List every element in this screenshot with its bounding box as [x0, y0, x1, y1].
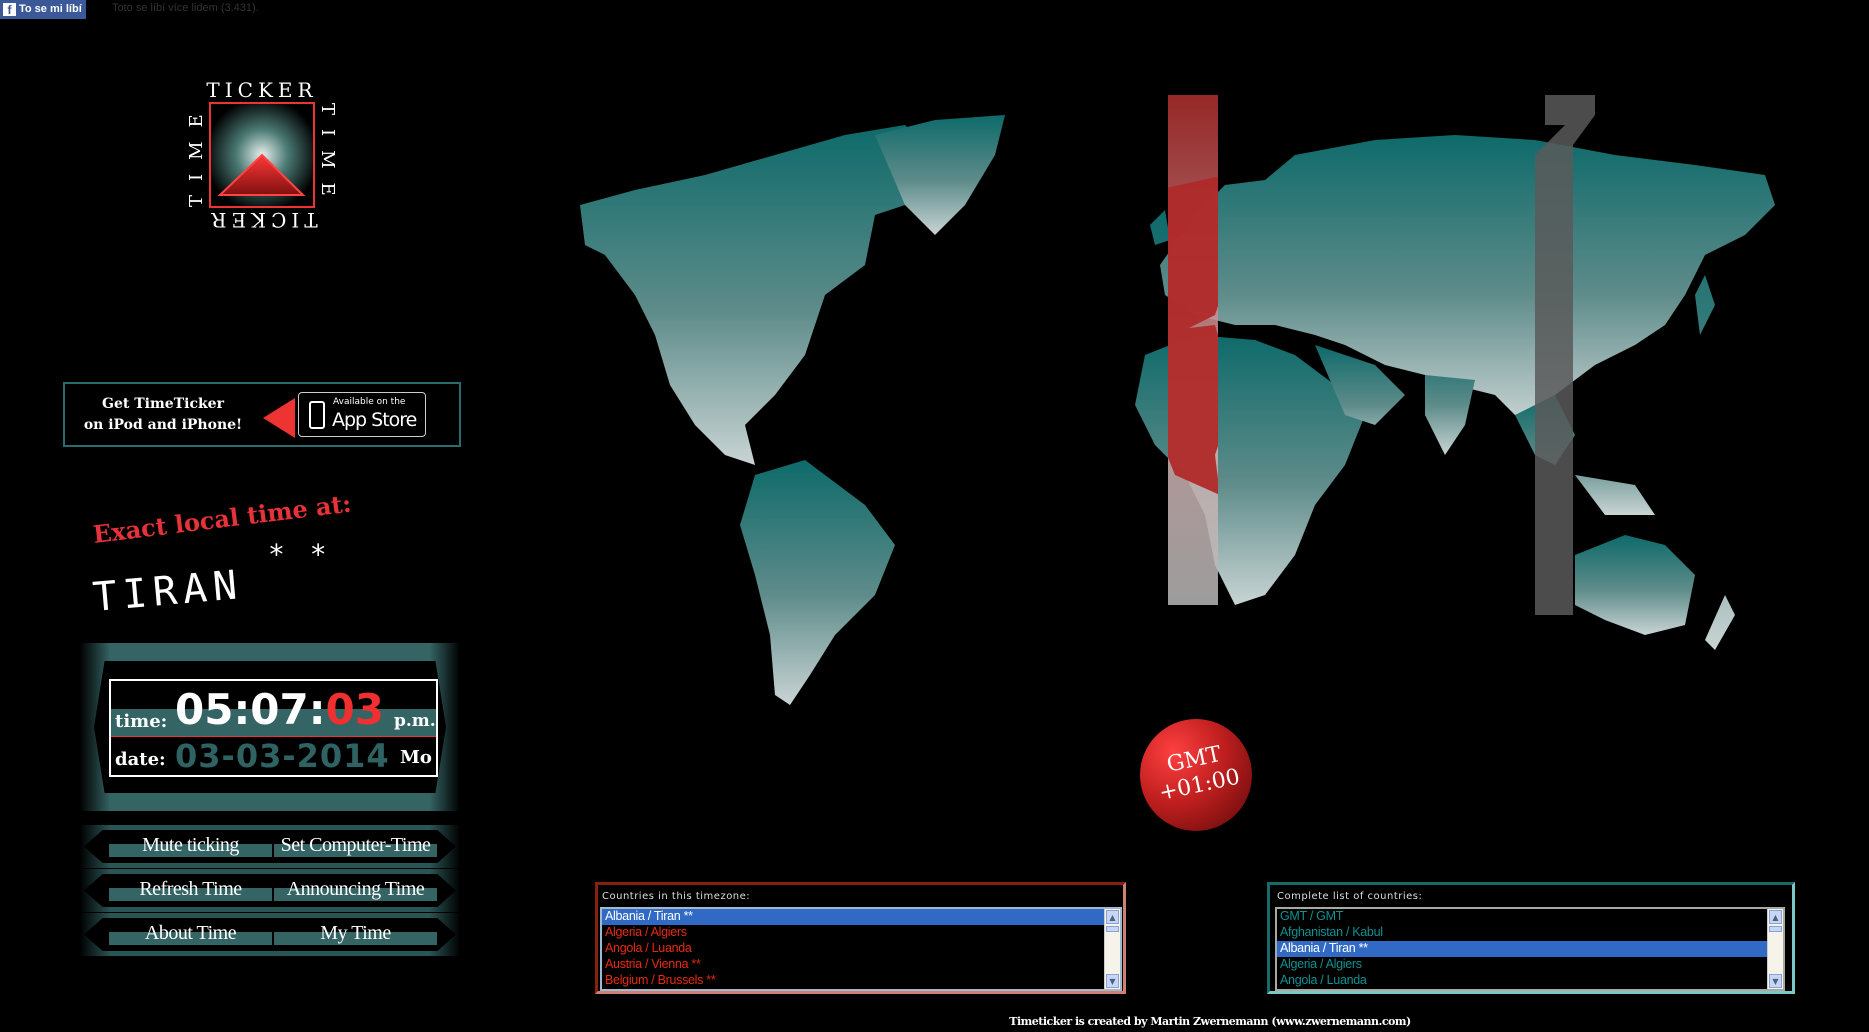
like-count: Toto se líbí více lidem (3.431). — [112, 2, 259, 14]
date-label: date: — [115, 749, 166, 770]
svg-text:TIME: TIME — [317, 103, 338, 210]
greenland — [875, 115, 1005, 235]
logo-letters: TICKER TICKER TIME TIME — [186, 78, 338, 232]
weekday: Mo — [400, 747, 432, 768]
ampm: p.m. — [394, 711, 436, 731]
facebook-icon: f — [3, 3, 16, 17]
scroll-down-icon[interactable]: ▼ — [1769, 974, 1782, 988]
list-item[interactable]: Angola / Luanda — [605, 941, 692, 955]
south-america — [740, 460, 895, 705]
all-countries-panel: Complete list of countries: GMT / GMT Af… — [1267, 882, 1795, 994]
australia — [1575, 535, 1695, 635]
list-item[interactable]: Algeria / Algiers — [605, 925, 687, 939]
iphone-icon — [309, 401, 325, 429]
list-item[interactable]: Angola / Luanda — [1280, 973, 1367, 987]
arrow-left-icon — [263, 398, 295, 438]
app-store-badge[interactable]: Available on the App Store — [298, 392, 426, 437]
list-item[interactable]: GMT / GMT — [1280, 909, 1344, 923]
eurasia — [1160, 135, 1775, 425]
clock-display: time: 05:07:03 p.m. date: 03-03-2014 Mo — [109, 679, 438, 777]
timeticker-logo: TICKER TICKER TIME TIME — [186, 78, 338, 232]
list-item[interactable]: Albania / Tiran ** — [1277, 941, 1767, 957]
arabia-india — [1315, 345, 1475, 455]
list-item[interactable]: Austria / Vienna ** — [605, 957, 701, 971]
promo-text: Get TimeTicker on iPod and iPhone! — [83, 396, 243, 433]
scroll-up-icon[interactable]: ▲ — [1106, 910, 1119, 924]
footer-credit: Timeticker is created by Martin Zwernema… — [1009, 1015, 1411, 1028]
timezone-countries-panel: Countries in this timezone: Albania / Ti… — [595, 882, 1126, 994]
facebook-like-button[interactable]: f To se mi líbí — [0, 0, 86, 19]
set-computer-time-button[interactable]: Set Computer-Time — [274, 833, 437, 857]
app-store-promo[interactable]: Get TimeTicker on iPod and iPhone! Availa… — [63, 382, 461, 447]
timezone-offset-ball: GMT +01:00 — [1140, 719, 1252, 831]
svg-text:TICKER: TICKER — [206, 78, 317, 102]
all-countries-list[interactable]: GMT / GMT Afghanistan / Kabul Albania / … — [1275, 907, 1785, 991]
date-value: 03-03-2014 — [175, 737, 390, 775]
scroll-down-icon[interactable]: ▼ — [1106, 974, 1119, 988]
list-item[interactable]: Albania / Tiran ** — [602, 909, 1104, 925]
time-digits: 05:07:03 — [175, 685, 384, 734]
svg-text:TIME: TIME — [186, 100, 207, 207]
list-item[interactable]: Belgium / Brussels ** — [605, 973, 716, 987]
list-item[interactable]: Afghanistan / Kabul — [1280, 925, 1383, 939]
time-label: time: — [115, 711, 168, 732]
scrollbar[interactable]: ▲ ▼ — [1767, 909, 1783, 989]
world-map[interactable] — [575, 95, 1805, 735]
city-name: TIRAN — [90, 562, 245, 621]
mute-ticking-button[interactable]: Mute ticking — [109, 833, 272, 857]
refresh-time-button[interactable]: Refresh Time — [109, 877, 272, 901]
north-america — [580, 125, 935, 465]
announcing-time-button[interactable]: Announcing Time — [274, 877, 437, 901]
selected-timezone-region — [1168, 176, 1218, 495]
scroll-up-icon[interactable]: ▲ — [1769, 910, 1782, 924]
other-timezone-band — [1535, 95, 1595, 615]
dst-marker: * * — [268, 538, 331, 571]
timezone-countries-list[interactable]: Albania / Tiran ** Algeria / Algiers Ang… — [600, 907, 1122, 991]
like-label: To se mi líbí — [19, 3, 82, 15]
svg-text:TICKER: TICKER — [206, 208, 317, 232]
scrollbar[interactable]: ▲ ▼ — [1104, 909, 1120, 989]
about-time-button[interactable]: About Time — [109, 921, 272, 945]
list-item[interactable]: Algeria / Algiers — [1280, 957, 1362, 971]
my-time-button[interactable]: My Time — [274, 921, 437, 945]
